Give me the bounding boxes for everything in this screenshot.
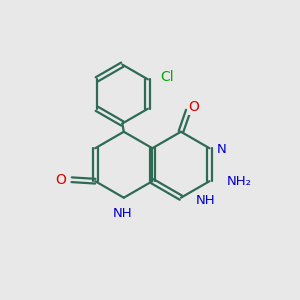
Text: NH₂: NH₂ (226, 175, 252, 188)
Text: NH: NH (112, 206, 132, 220)
Text: O: O (55, 173, 66, 187)
Text: O: O (188, 100, 199, 114)
Text: NH: NH (196, 194, 216, 207)
Text: Cl: Cl (160, 70, 174, 84)
Text: N: N (217, 143, 226, 156)
